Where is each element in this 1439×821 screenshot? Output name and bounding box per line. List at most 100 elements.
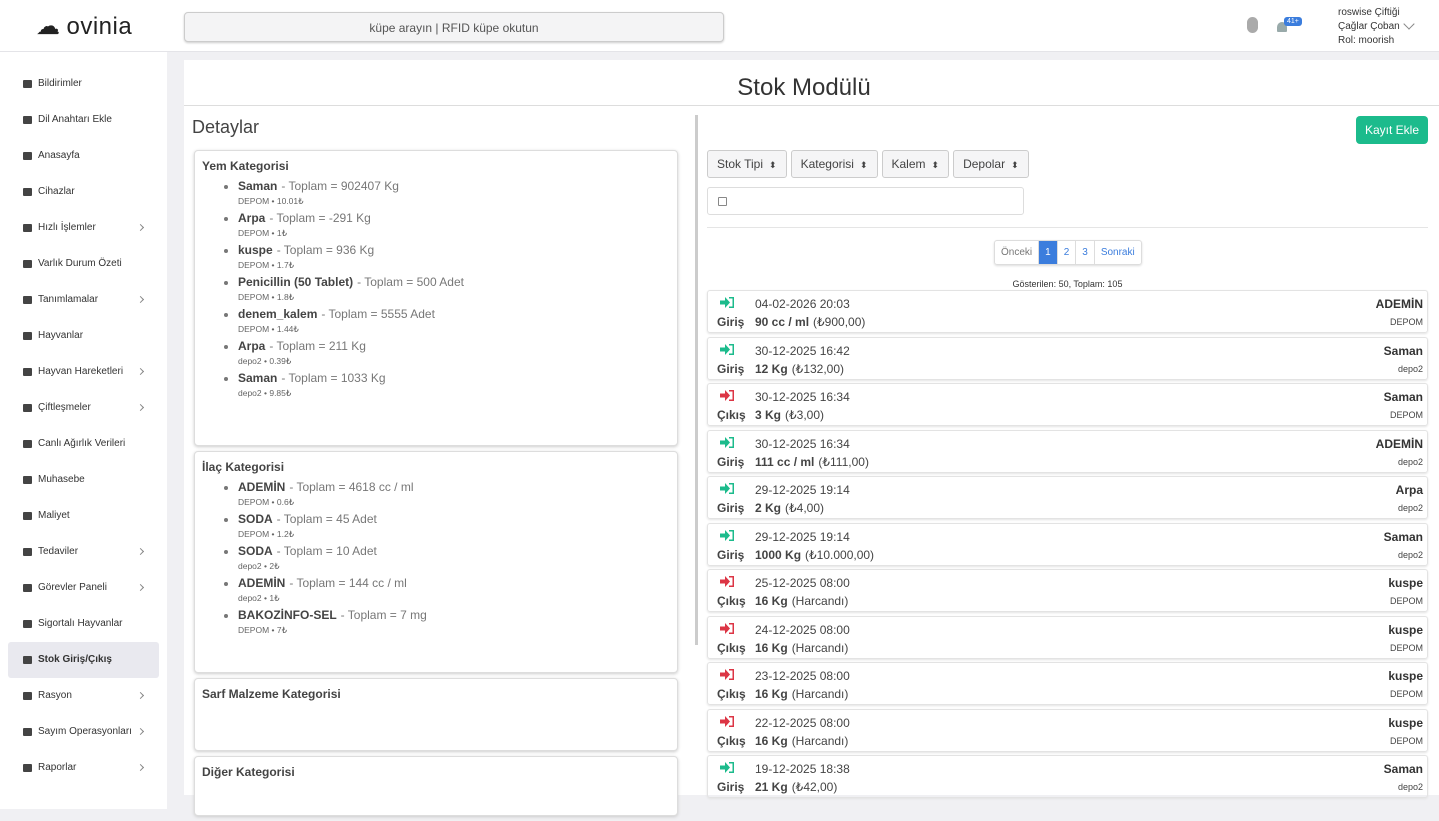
nav-icon [23, 656, 32, 664]
stock-record[interactable]: 30-12-2025 16:42 Giriş 12 Kg (₺132,00) Saman… [707, 336, 1428, 380]
record-type: Çıkış [717, 687, 746, 701]
nav-item[interactable]: Muhasebe [8, 462, 159, 498]
nav-item[interactable]: Stok Giriş/Çıkış [8, 642, 159, 678]
category-title: İlaç Kategorisi [202, 460, 285, 474]
nav-label[interactable]: Anasayfa [38, 150, 80, 161]
nav-item[interactable]: Varlık Durum Özeti [8, 246, 159, 282]
nav-item[interactable]: Cihazlar [8, 174, 159, 210]
item-name: Saman [238, 179, 278, 193]
logo[interactable]: ☁ ovinia [36, 13, 133, 40]
nav-item[interactable]: Anasayfa [8, 138, 159, 174]
nav-icon [23, 260, 32, 268]
record-quantity: 3 Kg [755, 408, 782, 422]
nav-label[interactable]: Bildirimler [38, 78, 82, 89]
nav-label[interactable]: Canlı Ağırlık Verileri [38, 438, 126, 449]
nav-label[interactable]: Tanımlamalar [38, 294, 99, 305]
nav-item[interactable]: Hayvan Hareketleri [8, 354, 159, 390]
record-type: Giriş [717, 780, 745, 794]
record-type: Çıkış [717, 408, 746, 422]
page-number[interactable]: 1 [1038, 241, 1057, 264]
user-dropdown[interactable] [1403, 18, 1415, 30]
nav-label[interactable]: Dil Anahtarı Ekle [38, 114, 112, 125]
nav-label[interactable]: Raporlar [38, 762, 77, 773]
nav-item[interactable]: Görevler Paneli [8, 570, 159, 606]
stock-record[interactable]: 25-12-2025 08:00 Çıkış 16 Kg (Harcandı) kusp… [707, 569, 1428, 612]
record-depot: DEPOM [1389, 596, 1423, 606]
record-note: (₺3,00) [785, 408, 824, 422]
item-total: - Toplam = 1033 Kg [281, 371, 386, 385]
notification-icon[interactable] [1277, 22, 1287, 32]
record-note: (₺4,00) [785, 501, 824, 515]
stock-item: Arpa- Toplam = -291 Kg DEPOM • 1₺ [238, 211, 670, 239]
stock-record[interactable]: 29-12-2025 19:14 Giriş 2 Kg (₺4,00) Arpa depo… [707, 476, 1428, 519]
nav-item[interactable]: Hızlı İşlemler [8, 210, 159, 246]
page-prev[interactable]: Önceki [1001, 247, 1033, 258]
stock-record[interactable]: 30-12-2025 16:34 Giriş 111 cc / ml (₺111,00… [707, 429, 1428, 473]
nav-label[interactable]: Muhasebe [38, 474, 85, 485]
nav-item[interactable]: Hayvanlar [8, 318, 159, 354]
nav-item[interactable]: Sigortalı Hayvanlar [8, 606, 159, 642]
nav-item[interactable]: Tedaviler [8, 534, 159, 570]
item-name: Arpa [238, 211, 266, 225]
logo-text[interactable]: ovinia [66, 13, 133, 40]
page-number[interactable]: 2 [1056, 241, 1076, 264]
page-number[interactable]: 3 [1075, 241, 1094, 264]
nav-item[interactable]: Çiftleşmeler [8, 390, 159, 426]
category-card: İlaç KategorisiADEMİN- Toplam = 4618 cc … [194, 451, 678, 673]
search-box[interactable]: küpe arayın | RFID küpe okutun [184, 12, 724, 42]
nav-label[interactable]: Sayım Operasyonları [38, 726, 132, 737]
nav-item[interactable]: Bildirimler [8, 66, 159, 102]
direction-arrow [720, 669, 734, 680]
direction-icon [720, 390, 734, 401]
nav-label[interactable]: Çiftleşmeler [38, 402, 91, 413]
filter-dropdown[interactable]: Stok Tipi [707, 150, 787, 178]
item-total: - Toplam = 902407 Kg [281, 179, 399, 193]
nav-arrow [136, 763, 145, 772]
item-meta: DEPOM • 0.6₺ [238, 497, 295, 507]
nav-label[interactable]: Görevler Paneli [38, 582, 107, 593]
stock-record[interactable]: 24-12-2025 08:00 Çıkış 16 Kg (Harcandı) kusp… [707, 615, 1428, 659]
nav-item[interactable]: Tanımlamalar [8, 282, 159, 318]
date-input[interactable] [707, 187, 1024, 215]
record-amount: 2 Kg (₺4,00) [755, 501, 824, 515]
stock-record[interactable]: 29-12-2025 19:14 Giriş 1000 Kg (₺10.000,00)… [707, 522, 1428, 566]
nav-label[interactable]: Cihazlar [38, 186, 75, 197]
filter-dropdown[interactable]: Kalem [881, 150, 950, 178]
nav-item[interactable]: Maliyet [8, 498, 159, 534]
nav-item[interactable]: Dil Anahtarı Ekle [8, 102, 159, 138]
nav-item[interactable]: Canlı Ağırlık Verileri [8, 426, 159, 462]
nav-label[interactable]: Varlık Durum Özeti [38, 258, 122, 269]
stock-record[interactable]: 19-12-2025 18:38 Giriş 21 Kg (₺42,00) Saman d… [707, 755, 1428, 798]
nav-icon [23, 692, 32, 700]
record-amount: 3 Kg (₺3,00) [755, 408, 824, 422]
nav-label[interactable]: Tedaviler [38, 546, 79, 557]
nav-label[interactable]: Hızlı İşlemler [38, 222, 96, 233]
nav-label[interactable]: Maliyet [38, 510, 70, 521]
nav-label[interactable]: Hayvan Hareketleri [38, 366, 124, 377]
nav-label[interactable]: Hayvanlar [38, 330, 84, 341]
stock-record[interactable]: 30-12-2025 16:34 Çıkış 3 Kg (₺3,00) Saman DEP… [707, 383, 1428, 426]
nav-label[interactable]: Rasyon [38, 690, 72, 701]
page-next[interactable]: Sonraki [1093, 241, 1141, 264]
nav-arrow [136, 295, 145, 304]
nav-label[interactable]: Stok Giriş/Çıkış [38, 654, 112, 665]
item-name: denem_kalem [238, 307, 318, 321]
record-amount: 111 cc / ml (₺111,00) [755, 455, 869, 469]
nav-label[interactable]: Sigortalı Hayvanlar [38, 618, 123, 629]
nav-item[interactable]: Raporlar [8, 750, 159, 786]
filter-dropdown[interactable]: Kategorisi [790, 150, 878, 178]
add-button[interactable]: Kayıt Ekle [1355, 116, 1428, 144]
nav-item[interactable]: Sayım Operasyonları [8, 714, 159, 750]
notification-badge[interactable]: 41+ [1284, 17, 1302, 26]
nav-icon [23, 764, 32, 772]
filter-dropdown[interactable]: Depolar [953, 150, 1029, 178]
record-amount: 16 Kg (Harcandı) [755, 594, 848, 608]
nav-item[interactable]: Rasyon [8, 678, 159, 714]
stock-record[interactable]: 04-02-2026 20:03 Giriş 90 cc / ml (₺900,00)… [707, 290, 1428, 333]
column-divider [695, 115, 698, 645]
stock-record[interactable]: 23-12-2025 08:00 Çıkış 16 Kg (Harcandı) kusp… [707, 662, 1428, 705]
bluetooth-icon[interactable] [1247, 17, 1258, 33]
user-menu[interactable]: roswise Çiftiği Çağlar Çoban Rol: mooris… [1338, 6, 1400, 48]
stock-record[interactable]: 22-12-2025 08:00 Çıkış 16 Kg (Harcandı) kusp… [707, 708, 1428, 752]
record-amount: 21 Kg (₺42,00) [755, 780, 837, 794]
